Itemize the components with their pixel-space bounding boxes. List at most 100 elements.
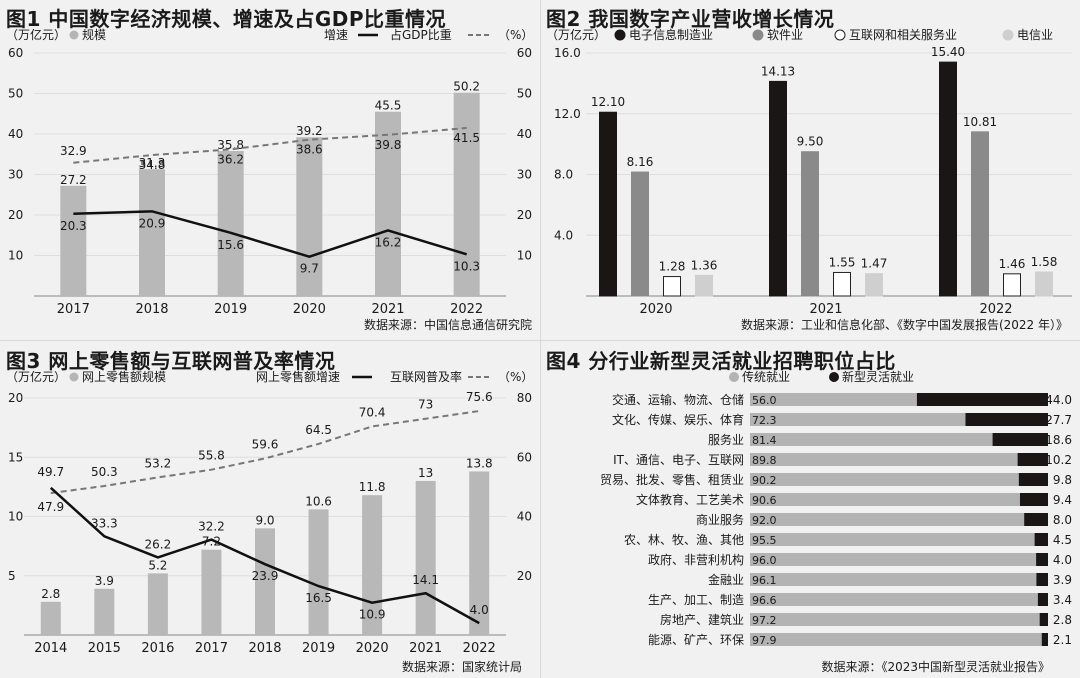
fig3-y-tick-left: 15: [8, 450, 23, 464]
fig2-bar-label: 1.28: [659, 260, 686, 274]
fig2-bar: [1003, 273, 1021, 297]
fig1-bar-label: 35.8: [217, 138, 244, 152]
fig4-bar-flexible: [1018, 473, 1048, 486]
fig3-x-tick: 2021: [409, 641, 442, 656]
fig4-traditional-value: 81.4: [752, 434, 777, 447]
fig3-penetration-label: 47.9: [37, 500, 64, 514]
fig4-bar-traditional: [750, 633, 1042, 646]
fig1-y-tick-left: 20: [8, 208, 23, 222]
fig1-x-tick: 2018: [135, 302, 168, 317]
fig1-panel: 图1 中国数字经济规模、增速及占GDP比重情况 （万亿元） 规模 增速 占GDP比重 （…: [6, 3, 534, 338]
fig4-traditional-value: 96.6: [752, 594, 777, 607]
fig2-legend-marker: [1002, 29, 1014, 41]
fig4-legend-traditional-marker: [729, 372, 739, 382]
fig2-bar-label: 15.40: [931, 45, 965, 59]
fig4-category-label: 金融业: [708, 572, 744, 587]
vertical-divider: [540, 0, 541, 678]
fig4-category-label: 农、林、牧、渔、其他: [624, 533, 744, 547]
fig3-x-tick: 2018: [248, 641, 281, 656]
fig1-growth-label: 20.9: [139, 216, 166, 230]
fig1-bar-label: 31.3: [139, 156, 166, 170]
fig4-traditional-value: 92.0: [752, 514, 777, 527]
fig1-x-tick: 2017: [57, 302, 90, 317]
fig1-growth-label: 15.6: [217, 238, 244, 252]
fig4-bar-traditional: [750, 513, 1025, 526]
fig3-bar: [40, 601, 61, 635]
fig3-y-tick-right: 80: [517, 391, 532, 405]
fig4-bar-traditional: [750, 493, 1020, 506]
fig1-y-tick-right: 40: [517, 127, 532, 141]
fig2-legend-label: 互联网和相关服务业: [849, 27, 957, 42]
fig1-y-tick-right: 60: [517, 46, 532, 60]
fig3-bar-label: 7.2: [202, 535, 221, 549]
fig4-bar-traditional: [750, 433, 993, 446]
fig3-x-tick: 2016: [141, 641, 174, 656]
fig2-bar-label: 1.55: [829, 255, 856, 269]
fig2-bar: [833, 271, 851, 297]
fig2-bar: [939, 61, 957, 297]
fig2-bar-label: 14.13: [761, 64, 795, 78]
fig4-flexible-value: 2.1: [1053, 633, 1072, 647]
fig2-legend-label: 电信业: [1017, 28, 1053, 42]
fig1-x-tick: 2021: [371, 302, 404, 317]
fig3-growth-label: 23.9: [252, 569, 279, 583]
fig2-legend-unit: （万亿元）: [546, 27, 606, 42]
fig4-bar-traditional: [750, 553, 1037, 566]
fig3-legend-bar-label: 网上零售额规模: [82, 369, 166, 384]
fig3-bar: [415, 480, 436, 635]
fig4-traditional-value: 89.8: [752, 454, 777, 467]
fig2-legend-marker: [614, 29, 626, 41]
fig1-bar-label: 45.5: [375, 99, 402, 113]
fig4-flexible-value: 2.8: [1053, 613, 1072, 627]
fig4-bar-flexible: [1017, 453, 1048, 466]
fig2-x-tick: 2022: [979, 302, 1012, 317]
fig3-bar-label: 2.8: [41, 587, 60, 601]
fig3-bar-label: 13.8: [466, 456, 493, 470]
fig4-flexible-value: 18.6: [1045, 433, 1072, 447]
fig3-legend-bar-marker: [69, 372, 79, 382]
fig4-traditional-value: 90.2: [752, 474, 777, 487]
fig2-legend-marker: [752, 29, 764, 41]
fig1-gdp-share-label: 32.9: [60, 144, 87, 158]
fig2-bar: [769, 80, 787, 297]
fig1-title: 图1 中国数字经济规模、增速及占GDP比重情况: [6, 7, 447, 31]
fig3-penetration-label: 59.6: [252, 437, 279, 451]
fig1-bar: [139, 169, 165, 296]
fig4-bar-traditional: [750, 473, 1019, 486]
fig4-bar-flexible: [1036, 553, 1048, 566]
fig4-panel: 图4 分行业新型灵活就业招聘职位占比 传统就业 新型灵活就业 交通、运输、物流、仓储…: [546, 345, 1074, 675]
fig3-penetration-label: 55.8: [198, 449, 225, 463]
fig1-legend-line1-label: 增速: [324, 28, 348, 42]
fig4-title: 图4 分行业新型灵活就业招聘职位占比: [546, 349, 896, 373]
fig3-bar: [147, 573, 168, 635]
fig4-legend-traditional-label: 传统就业: [742, 369, 790, 384]
fig4-category-label: 房地产、建筑业: [660, 612, 744, 627]
fig3-x-tick: 2017: [195, 641, 228, 656]
fig2-bar-label: 9.50: [797, 135, 824, 149]
fig1-gdp-share-label: 36.2: [217, 152, 244, 166]
fig3-legend-unit: （万亿元）: [6, 369, 66, 384]
horizontal-divider: [0, 340, 1080, 341]
fig1-y-tick-left: 60: [8, 46, 23, 60]
fig3-source: 数据来源：国家统计局: [402, 659, 522, 674]
fig3-penetration-label: 53.2: [145, 456, 172, 470]
fig2-bar-label: 1.46: [999, 257, 1026, 271]
fig4-flexible-value: 8.0: [1053, 513, 1072, 527]
fig1-gdp-share-label: 41.5: [453, 131, 480, 145]
fig3-penetration-label: 75.6: [466, 390, 493, 404]
fig1-y-tick-left: 30: [8, 168, 23, 182]
fig3-y-tick-left: 5: [8, 569, 16, 583]
fig2-bar-label: 1.58: [1031, 255, 1058, 269]
fig3-penetration-label: 50.3: [91, 465, 118, 479]
fig3-growth-line: [49, 486, 480, 625]
fig3-x-tick: 2015: [88, 641, 121, 656]
fig1-bar-label: 27.2: [60, 173, 87, 187]
fig4-category-label: 政府、非营利机构: [648, 552, 744, 567]
fig3-legend-line1-label: 网上零售额增速: [256, 369, 340, 384]
fig2-bar: [865, 273, 883, 297]
fig4-bar-flexible: [916, 393, 1048, 406]
fig1-gdp-share-label: 38.6: [296, 143, 323, 157]
fig1-growth-label: 9.7: [300, 262, 319, 276]
